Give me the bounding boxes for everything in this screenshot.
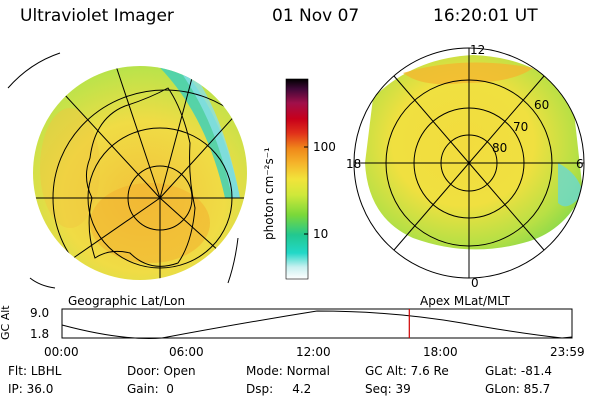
time-tick-1200: 12:00: [296, 345, 331, 359]
glon-status: GLon: 85.7: [485, 382, 550, 396]
gcalt-label: GC Alt:: [365, 364, 407, 378]
flt-status: Flt: LBHL: [8, 364, 61, 378]
glat-value: -81.4: [520, 364, 552, 378]
geographic-image: [7, 52, 247, 289]
altitude-axis-label: GC Alt: [0, 305, 12, 340]
mlt-label-6: 6: [576, 157, 584, 171]
mlat-label-60: 60: [534, 98, 550, 112]
altitude-tick-high: 9.0: [30, 306, 50, 320]
mode-value: Normal: [286, 364, 330, 378]
door-value: Open: [163, 364, 196, 378]
mode-status: Mode: Normal: [246, 364, 330, 378]
colorbar-tick-10: 10: [313, 227, 329, 241]
altitude-plot: [61, 308, 573, 339]
seq-label: Seq:: [365, 382, 392, 396]
mlt-label-0: 0: [471, 276, 479, 290]
mlt-label-12: 12: [470, 43, 486, 57]
gcalt-value: 7.6 Re: [410, 364, 449, 378]
time-tick-0600: 06:00: [169, 345, 204, 359]
colorbar: [285, 78, 309, 280]
gain-status: Gain: 0: [127, 382, 174, 396]
mlt-label-18: 18: [346, 157, 362, 171]
glon-label: GLon:: [485, 382, 520, 396]
ip-label: IP:: [8, 382, 23, 396]
mode-label: Mode:: [246, 364, 283, 378]
flt-value: LBHL: [30, 364, 62, 378]
seq-status: Seq: 39: [365, 382, 411, 396]
gain-value: 0: [166, 382, 174, 396]
time-tick-0000: 00:00: [44, 345, 79, 359]
dsp-status: Dsp: 4.2: [246, 382, 311, 396]
dsp-value: 4.2: [292, 382, 312, 396]
ip-status: IP: 36.0: [8, 382, 53, 396]
glon-value: 85.7: [523, 382, 551, 396]
door-label: Door:: [127, 364, 160, 378]
door-status: Door: Open: [127, 364, 196, 378]
glat-status: GLat: -81.4: [485, 364, 552, 378]
ip-value: 36.0: [26, 382, 54, 396]
colorbar-tick-100: 100: [313, 140, 336, 154]
magnetic-polar-image: [353, 47, 585, 279]
gain-label: Gain:: [127, 382, 159, 396]
image-time: 16:20:01 UT: [433, 6, 538, 26]
mlat-label-70: 70: [513, 120, 529, 134]
colorbar-unit-label: photon cm⁻²s⁻¹: [262, 147, 276, 240]
instrument-title: Ultraviolet Imager: [20, 6, 174, 26]
right-map-caption: Apex MLat/MLT: [420, 294, 510, 308]
time-tick-2359: 23:59: [550, 345, 585, 359]
time-tick-1800: 18:00: [423, 345, 458, 359]
gcalt-status: GC Alt: 7.6 Re: [365, 364, 449, 378]
altitude-tick-low: 1.8: [30, 327, 50, 341]
glat-label: GLat:: [485, 364, 518, 378]
image-date: 01 Nov 07: [272, 6, 360, 26]
mlat-label-80: 80: [492, 141, 508, 155]
seq-value: 39: [395, 382, 411, 396]
dsp-label: Dsp:: [246, 382, 274, 396]
flt-label: Flt:: [8, 364, 27, 378]
left-map-caption: Geographic Lat/Lon: [68, 294, 186, 308]
